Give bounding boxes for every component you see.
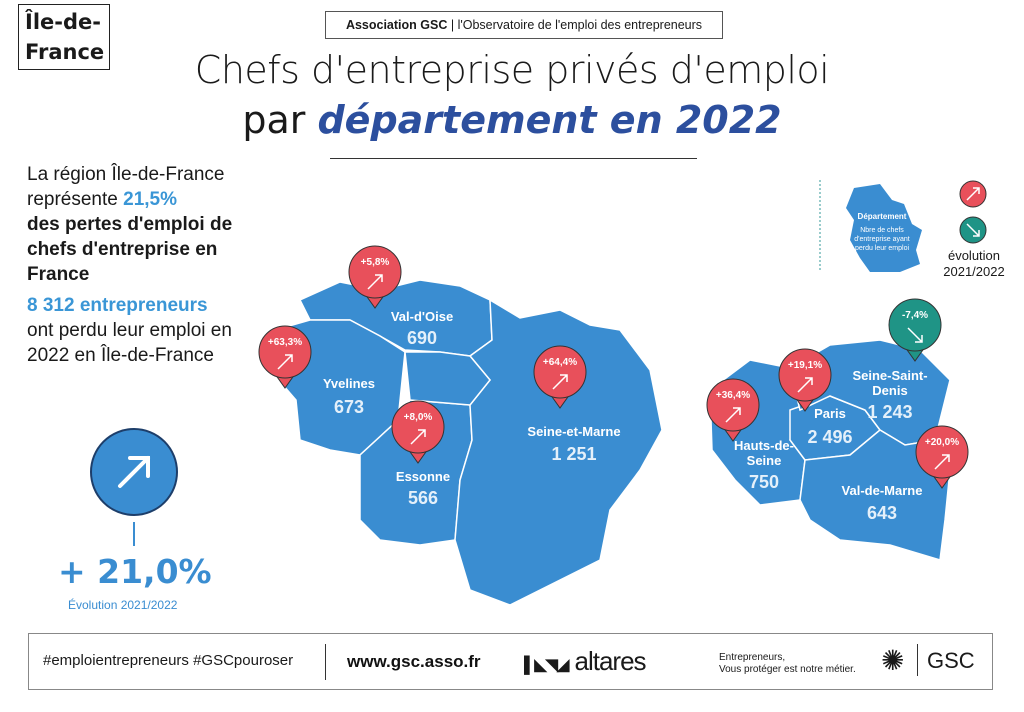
dept-value: 673	[333, 397, 365, 417]
dept-name: Yvelines	[322, 376, 376, 391]
dept-name: Seine-et-Marne	[527, 424, 621, 439]
divider	[330, 158, 697, 159]
evolution-pin-up	[778, 348, 832, 412]
connector-line	[133, 522, 135, 546]
hashtags: #emploientrepreneurs #GSCpouroser	[43, 652, 294, 669]
legend-increase-pin	[959, 180, 987, 208]
evolution-pin-up	[915, 425, 969, 489]
arrow-up-right-icon	[90, 428, 178, 516]
arrow-up-icon	[277, 354, 293, 370]
evolution-pin-down	[888, 298, 942, 362]
dept-value: 566	[407, 488, 439, 508]
dept-name: Val-d'Oise	[390, 309, 454, 324]
gsc-logo-icon: ✺	[881, 645, 905, 676]
dept-evolution: -7,4%	[901, 310, 929, 321]
footer-divider	[325, 644, 326, 680]
legend-evolution: évolution 2021/2022	[943, 248, 1005, 279]
dept-name: Essonne	[395, 469, 451, 484]
region-label: Île-de-France	[18, 4, 110, 70]
legend-dept: Département	[857, 212, 907, 221]
arrow-up-icon	[367, 274, 383, 290]
gsc-brand: GSC	[927, 648, 975, 673]
logo-divider	[917, 644, 918, 676]
dept-evolution: +63,3%	[267, 337, 303, 348]
tagline: Entrepreneurs, Vous protéger est notre mé…	[719, 652, 856, 675]
page-subtitle: par département en 2022	[242, 98, 782, 142]
arrow-up-icon	[552, 374, 568, 390]
org-name: Association GSC	[345, 18, 448, 32]
legend-separator	[819, 180, 821, 270]
dept-evolution: +19,1%	[787, 360, 823, 371]
evolution-pin-up	[533, 345, 587, 409]
arrow-down-icon	[907, 327, 923, 343]
dept-name: Seine-Saint-Denis	[852, 368, 928, 398]
dept-val-de-marne	[799, 429, 951, 561]
total-evolution-label: Évolution 2021/2022	[68, 598, 178, 612]
dept-evolution: +36,4%	[715, 390, 751, 401]
dept-evolution: +64,4%	[542, 357, 578, 368]
header-org: Association GSC | l'Observatoire de l'em…	[325, 11, 723, 39]
intro-text: La région Île-de-France représente 21,5%…	[27, 164, 233, 366]
legend-map	[846, 180, 987, 272]
website-link[interactable]: www.gsc.asso.fr	[347, 652, 481, 671]
dept-value: 750	[748, 472, 780, 492]
altares-logo: ▌◣◥◢ altares	[524, 646, 647, 676]
evolution-pin-up	[706, 378, 760, 442]
org-subtitle: l'Observatoire de l'emploi des entrepren…	[457, 18, 703, 32]
dept-value: 2 496	[807, 427, 853, 447]
evolution-pin-up	[348, 245, 402, 309]
dept-evolution: +8,0%	[403, 412, 433, 423]
footer: #emploientrepreneurs #GSCpouroser www.gs…	[28, 633, 993, 690]
arrow-up-icon	[797, 377, 813, 393]
legend-desc: Nbre de chefs d'entreprise ayant perdu l…	[854, 227, 910, 252]
arrow-up-icon	[934, 454, 950, 470]
dept-value: 690	[406, 328, 438, 348]
arrow-up-icon	[725, 407, 741, 423]
dept-value: 1 243	[867, 402, 913, 422]
dept-value: 643	[866, 503, 898, 523]
dept-petite-couronne-small	[404, 351, 491, 406]
dept-evolution: +5,8%	[360, 257, 390, 268]
dept-evolution: +20,0%	[924, 437, 960, 448]
arrow-up-icon	[410, 429, 426, 445]
legend-decrease-pin	[959, 216, 987, 244]
dept-name: Paris	[814, 406, 846, 421]
evolution-pin-up	[391, 400, 445, 464]
dept-value: 1 251	[551, 444, 597, 464]
dept-name: Val-de-Marne	[841, 483, 923, 498]
page-title: Chefs d'entreprise privés d'emploi	[194, 48, 830, 92]
total-evolution: + 21,0%	[58, 552, 212, 591]
evolution-pin-up	[258, 325, 312, 389]
dept-name: Hauts-de-Seine	[734, 438, 794, 468]
